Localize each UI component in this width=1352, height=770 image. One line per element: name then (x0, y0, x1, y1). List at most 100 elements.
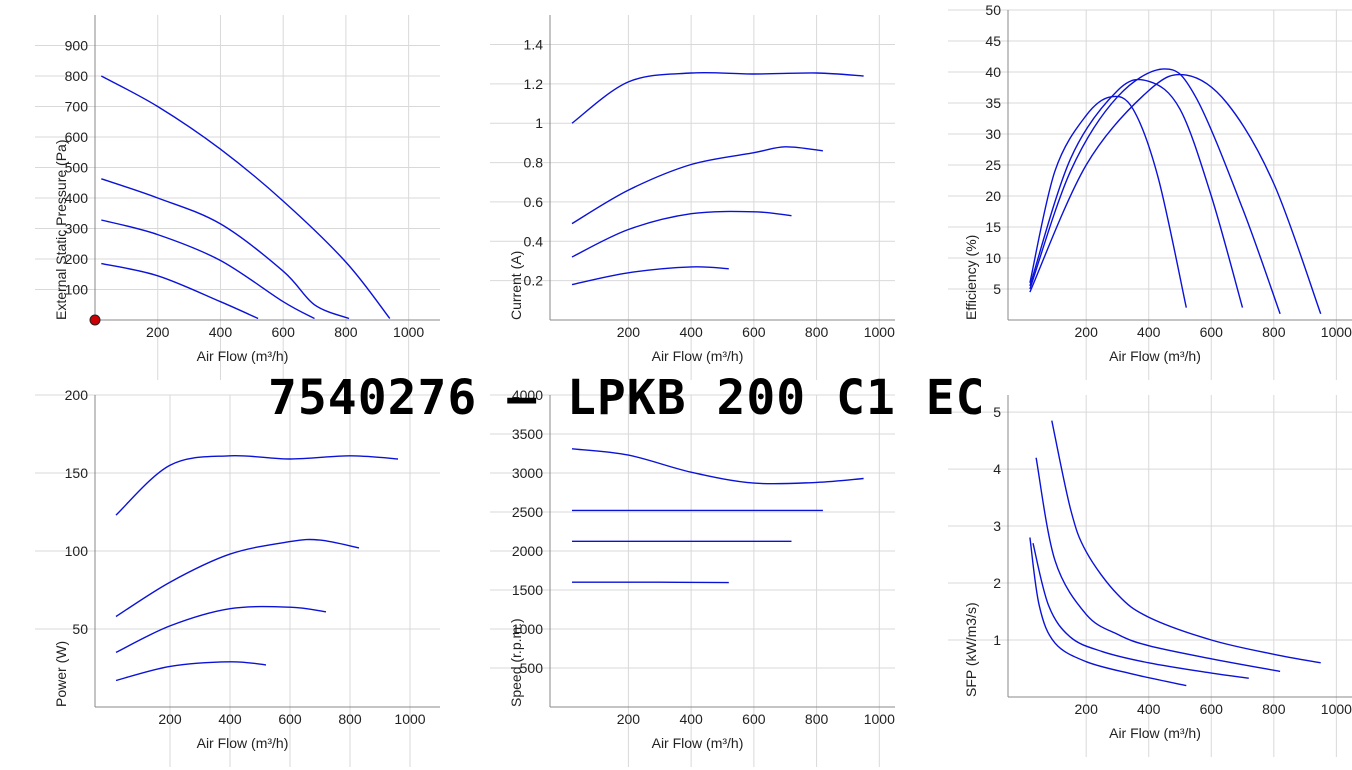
current-series-2-line (571, 146, 823, 225)
efficiency-x-tick-label: 200 (1075, 324, 1099, 340)
pressure-chart: 200 400 600 800 1000 100 200 300 400 500 600 700 800… (35, 15, 440, 380)
current-x-tick-label: 800 (805, 324, 829, 340)
pressure-series-3-line (101, 219, 315, 320)
efficiency-y-tick-label: 20 (985, 188, 1001, 204)
power-x-axis-label: Air Flow (m³/h) (197, 735, 289, 751)
efficiency-y-tick-label: 25 (985, 157, 1001, 173)
current-y-tick-label: 0.6 (524, 194, 544, 210)
speed-x-tick-label: 600 (742, 711, 766, 727)
efficiency-y-tick-label: 45 (985, 33, 1001, 49)
current-x-tick-label: 600 (742, 324, 766, 340)
pressure-x-tick-label: 400 (209, 324, 233, 340)
pressure-x-tick-label: 600 (272, 324, 296, 340)
current-y-tick-label: 0.2 (524, 273, 544, 289)
speed-x-axis-label: Air Flow (m³/h) (652, 735, 744, 751)
sfp-chart: 200 400 600 800 1000 1 2 3 4 5 Air Flow (m³/h) SFP … (948, 395, 1352, 757)
current-y-axis-label: Current (A) (508, 251, 524, 320)
pressure-x-tick-label: 800 (334, 324, 358, 340)
sfp-y-tick-label: 1 (993, 632, 1001, 648)
sfp-x-tick-label: 200 (1075, 701, 1099, 717)
speed-series-1-line (571, 448, 864, 485)
sfp-y-axis-label: SFP (kW/m3/s) (963, 602, 979, 697)
power-chart: 200 400 600 800 1000 50 100 150 200 Air Flow (m³/… (35, 387, 440, 767)
pressure-operating-point (89, 314, 101, 326)
pressure-y-tick-label: 300 (65, 221, 89, 237)
speed-y-tick-label: 4000 (512, 387, 543, 403)
sfp-series-3-line (1032, 543, 1249, 679)
power-x-tick-label: 200 (158, 711, 182, 727)
efficiency-x-tick-label: 800 (1262, 324, 1286, 340)
power-x-tick-label: 600 (278, 711, 302, 727)
pressure-x-axis-label: Air Flow (m³/h) (197, 348, 289, 364)
efficiency-series-4-line (1029, 73, 1322, 315)
efficiency-y-tick-label: 30 (985, 126, 1001, 142)
power-x-tick-label: 1000 (394, 711, 425, 727)
efficiency-x-tick-label: 600 (1200, 324, 1224, 340)
pressure-y-axis-label: External Static Pressure (Pa) (53, 139, 69, 320)
sfp-series-2-line (1035, 457, 1281, 673)
power-y-tick-label: 200 (65, 387, 89, 403)
speed-x-tick-label: 400 (679, 711, 703, 727)
pressure-y-tick-label: 200 (65, 251, 89, 267)
power-series-1-line (115, 454, 399, 516)
current-x-axis-label: Air Flow (m³/h) (652, 348, 744, 364)
current-series-4-line (571, 266, 729, 286)
sfp-series-4-line (1029, 537, 1187, 687)
sfp-series-1-line (1051, 420, 1321, 664)
speed-y-tick-label: 2500 (512, 504, 543, 520)
efficiency-y-tick-label: 15 (985, 219, 1001, 235)
speed-x-tick-label: 800 (805, 711, 829, 727)
power-x-tick-label: 800 (338, 711, 362, 727)
sfp-y-tick-label: 2 (993, 575, 1001, 591)
current-y-tick-label: 0.8 (524, 155, 544, 171)
pressure-y-tick-label: 400 (65, 190, 89, 206)
power-series-2-line (115, 538, 360, 618)
pressure-y-tick-label: 600 (65, 129, 89, 145)
efficiency-y-tick-label: 10 (985, 250, 1001, 266)
current-x-tick-label: 200 (617, 324, 641, 340)
speed-y-axis-label: Speed (r.p.m.) (508, 618, 524, 707)
efficiency-y-tick-label: 35 (985, 95, 1001, 111)
efficiency-x-tick-label: 400 (1137, 324, 1161, 340)
speed-y-tick-label: 3000 (512, 465, 543, 481)
speed-x-tick-label: 1000 (864, 711, 895, 727)
power-x-tick-label: 400 (218, 711, 242, 727)
current-y-tick-label: 1.2 (524, 76, 544, 92)
sfp-y-tick-label: 4 (993, 461, 1001, 477)
pressure-series-4-line (101, 262, 259, 320)
power-y-tick-label: 150 (65, 465, 89, 481)
sfp-x-axis-label: Air Flow (m³/h) (1109, 725, 1201, 741)
efficiency-series-1-line (1029, 95, 1187, 308)
sfp-x-tick-label: 400 (1137, 701, 1161, 717)
efficiency-series-2-line (1029, 78, 1244, 308)
power-y-axis-label: Power (W) (53, 641, 69, 707)
current-chart: 200 400 600 800 1000 0.2 0.4 0.6 0.8 1 1.2 1.4 Air F… (490, 15, 895, 380)
current-series-1-line (571, 71, 864, 124)
efficiency-x-axis-label: Air Flow (m³/h) (1109, 348, 1201, 364)
current-series-3-line (571, 210, 792, 258)
efficiency-series-3-line (1029, 68, 1281, 315)
power-series-3-line (115, 605, 327, 654)
pressure-y-tick-label: 500 (65, 160, 89, 176)
sfp-x-tick-label: 600 (1200, 701, 1224, 717)
speed-y-tick-label: 3500 (512, 426, 543, 442)
efficiency-x-tick-label: 1000 (1321, 324, 1352, 340)
speed-y-tick-label: 1500 (512, 582, 543, 598)
speed-y-tick-label: 1000 (512, 621, 543, 637)
sfp-x-tick-label: 800 (1262, 701, 1286, 717)
speed-y-tick-label: 2000 (512, 543, 543, 559)
current-y-tick-label: 1.4 (524, 37, 544, 53)
current-x-tick-label: 400 (679, 324, 703, 340)
efficiency-chart: 200 400 600 800 1000 5 10 15 20 25 30 35 40 45 50 Air F… (948, 2, 1352, 380)
efficiency-y-axis-label: Efficiency (%) (963, 235, 979, 320)
sfp-y-tick-label: 3 (993, 518, 1001, 534)
product-title: 7540276 – LPKB 200 C1 EC (268, 370, 986, 426)
pressure-y-tick-label: 100 (65, 282, 89, 298)
power-series-4-line (115, 661, 267, 682)
power-y-tick-label: 50 (72, 621, 88, 637)
current-y-tick-label: 1 (535, 115, 543, 131)
efficiency-y-tick-label: 40 (985, 64, 1001, 80)
pressure-y-tick-label: 900 (65, 38, 89, 54)
sfp-x-tick-label: 1000 (1321, 701, 1352, 717)
